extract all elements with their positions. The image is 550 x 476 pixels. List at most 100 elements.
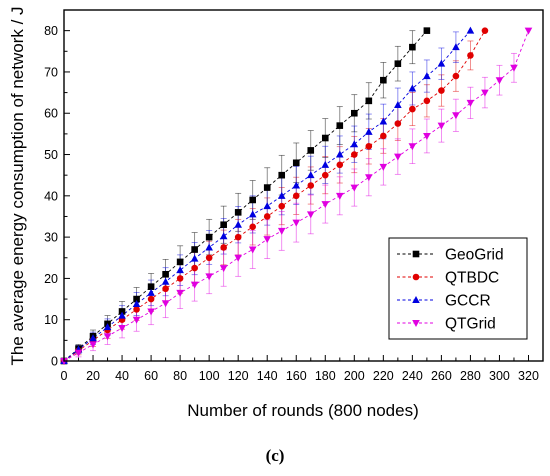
qtgrid-data-point bbox=[394, 153, 402, 161]
qtgrid-data-point bbox=[452, 112, 460, 120]
legend-geogrid-label: GeoGrid bbox=[445, 247, 504, 264]
qtgrid-data-point bbox=[481, 89, 489, 97]
qtgrid-data-point bbox=[89, 341, 97, 349]
geogrid-data-point bbox=[133, 295, 140, 303]
qtbdc-data-point bbox=[263, 213, 271, 220]
qtbdc-data-point bbox=[191, 264, 198, 272]
qtbdc-data-point bbox=[321, 171, 329, 179]
geogrid-data-point bbox=[162, 270, 169, 278]
gccr-data-point bbox=[248, 210, 257, 218]
x-tick-label: 180 bbox=[315, 369, 336, 383]
plot-frame bbox=[63, 9, 544, 362]
qtgrid-data-point bbox=[118, 324, 126, 332]
qtgrid-data-point bbox=[74, 349, 83, 357]
geogrid-data-point bbox=[147, 283, 155, 290]
gccr-data-point bbox=[176, 266, 184, 274]
qtgrid-data-point bbox=[437, 122, 446, 130]
qtgrid-data-point bbox=[408, 143, 417, 151]
gccr-data-point bbox=[379, 117, 388, 125]
qtbdc-data-point bbox=[423, 97, 431, 105]
y-axis-label: The average energy consumption of networ… bbox=[8, 6, 27, 365]
gccr-data-point bbox=[234, 220, 242, 228]
y-tick-label: 40 bbox=[44, 189, 58, 203]
qtbdc-data-point bbox=[409, 105, 416, 113]
gccr-data-point bbox=[219, 232, 228, 240]
qtbdc-data-point bbox=[380, 132, 387, 140]
geogrid-data-point bbox=[191, 246, 198, 253]
y-tick-label: 0 bbox=[51, 355, 58, 369]
gccr-data-point bbox=[132, 300, 141, 308]
x-tick-label: 300 bbox=[489, 369, 510, 383]
gccr-data-point bbox=[365, 127, 373, 135]
geogrid-data-point bbox=[336, 122, 344, 129]
gccr-data-point bbox=[408, 84, 417, 92]
qtgrid-data-point bbox=[292, 219, 301, 227]
legend-gccr-marker bbox=[412, 296, 420, 303]
gccr-data-point bbox=[147, 288, 155, 296]
qtbdc-data-point bbox=[147, 295, 155, 303]
y-tick-label: 60 bbox=[44, 107, 58, 121]
y-tick-label: 10 bbox=[44, 313, 58, 327]
qtbdc-data-point bbox=[220, 244, 227, 251]
x-tick-label: 260 bbox=[431, 369, 452, 383]
qtbdc-data-point bbox=[307, 182, 315, 189]
series-markers-layer bbox=[60, 26, 533, 365]
qtgrid-data-point bbox=[147, 308, 155, 316]
qtgrid-data-point bbox=[205, 273, 213, 281]
gccr-data-point bbox=[89, 334, 97, 342]
y-tick-label: 20 bbox=[44, 272, 58, 286]
x-tick-label: 160 bbox=[286, 369, 307, 383]
qtgrid-data-point bbox=[190, 281, 199, 289]
qtbdc-data-point bbox=[336, 161, 344, 169]
geogrid-data-point bbox=[278, 171, 286, 179]
gccr-data-point bbox=[103, 323, 112, 331]
x-tick-label: 240 bbox=[402, 369, 423, 383]
qtgrid-data-point bbox=[132, 316, 141, 324]
gccr-data-point bbox=[437, 59, 446, 67]
qtgrid-data-point bbox=[263, 236, 272, 244]
x-tick-label: 100 bbox=[199, 369, 220, 383]
qtgrid-data-point bbox=[161, 300, 170, 308]
qtgrid-data-point bbox=[495, 77, 504, 85]
qtgrid-data-point bbox=[524, 27, 533, 35]
qtbdc-data-point bbox=[365, 142, 373, 150]
y-tick-label: 80 bbox=[44, 24, 58, 38]
gccr-data-point bbox=[306, 171, 315, 179]
qtgrid-data-point bbox=[350, 184, 359, 192]
qtbdc-data-point bbox=[205, 254, 213, 262]
qtbdc-data-point bbox=[292, 192, 300, 200]
x-tick-label: 60 bbox=[144, 369, 158, 383]
qtbdc-data-point bbox=[438, 87, 445, 94]
qtbdc-data-point bbox=[351, 151, 358, 158]
gccr-data-point bbox=[466, 26, 475, 34]
qtgrid-data-point bbox=[365, 174, 373, 182]
gccr-data-point bbox=[190, 254, 199, 262]
geogrid-data-point bbox=[365, 97, 373, 105]
geogrid-data-point bbox=[394, 60, 402, 67]
legend-box bbox=[388, 237, 528, 340]
geogrid-series-line bbox=[63, 30, 428, 362]
qtbdc-data-point bbox=[467, 52, 474, 59]
legend-qtgrid-marker bbox=[412, 320, 420, 327]
x-tick-label: 200 bbox=[344, 369, 365, 383]
qtbdc-data-point bbox=[394, 120, 402, 127]
qtgrid-data-point bbox=[335, 192, 344, 200]
qtbdc-data-point bbox=[162, 285, 169, 293]
qtgrid-data-point bbox=[379, 163, 388, 171]
geogrid-data-point bbox=[321, 134, 329, 142]
gccr-data-point bbox=[118, 311, 126, 319]
geogrid-data-point bbox=[351, 109, 358, 117]
y-tick-label: 50 bbox=[44, 148, 58, 162]
qtbdc-data-point bbox=[133, 306, 140, 313]
x-tick-label: 20 bbox=[86, 369, 100, 383]
gccr-data-point bbox=[335, 150, 344, 158]
geogrid-data-point bbox=[205, 233, 213, 241]
x-tick-label: 220 bbox=[373, 369, 394, 383]
legend: GeoGrid QTBDC GCCR QTGrid bbox=[388, 237, 528, 340]
qtbdc-data-point bbox=[234, 233, 242, 241]
geogrid-data-point bbox=[220, 221, 227, 229]
y-tick-label: 70 bbox=[44, 65, 58, 79]
geogrid-data-point bbox=[176, 258, 184, 266]
axis-ticks-layer: 0 20 40 60 80 100 120 140 160 180 200 220 240 260 280 3… bbox=[44, 9, 544, 383]
